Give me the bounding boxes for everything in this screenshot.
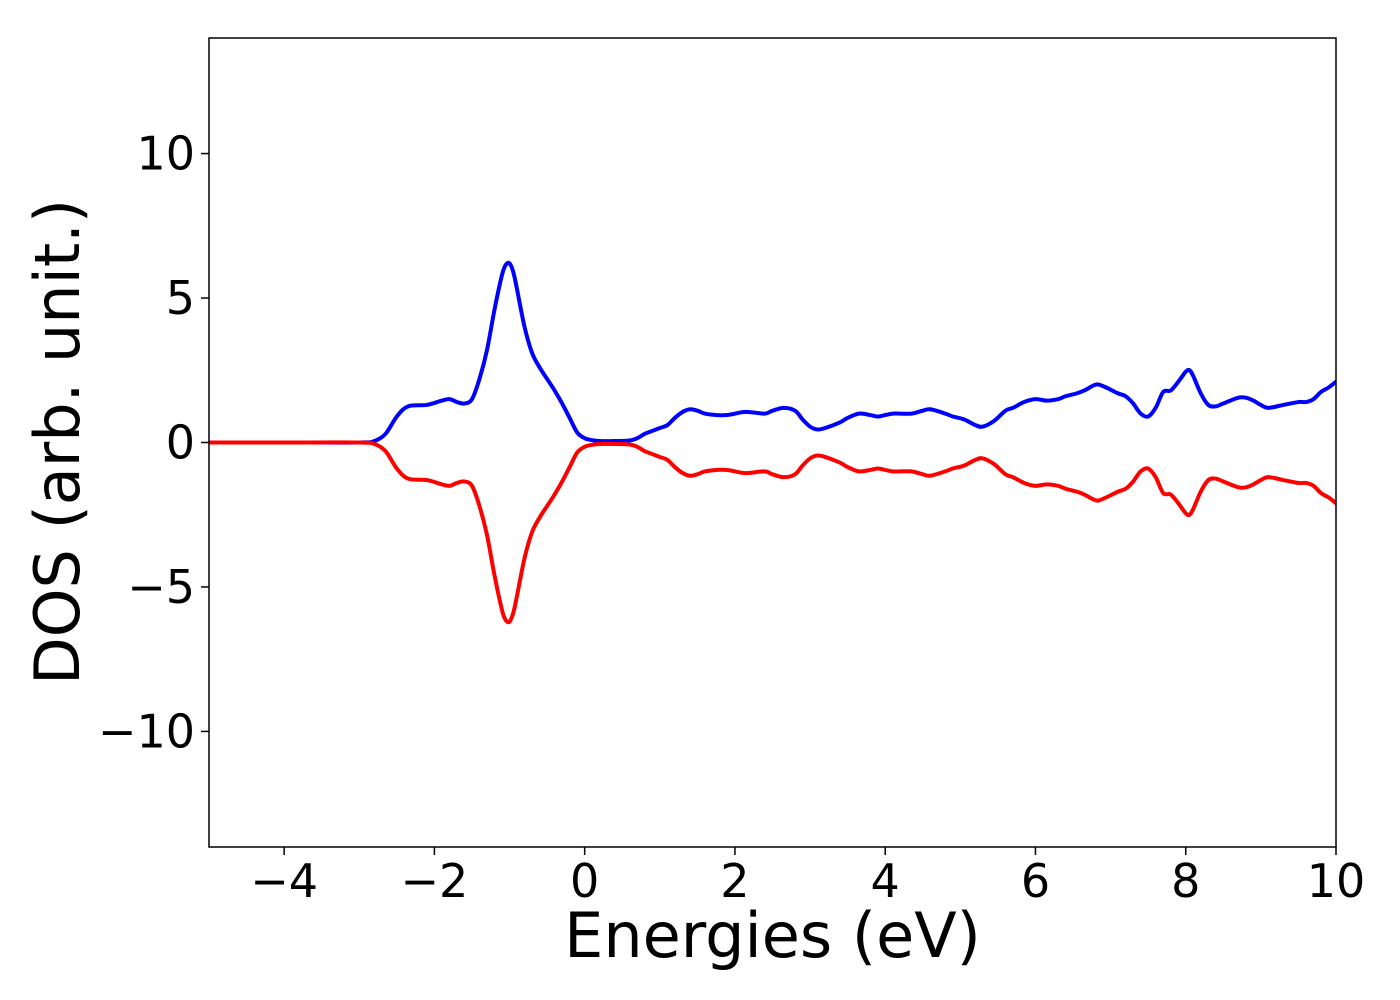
y-tick-label: 0 <box>166 416 195 470</box>
series-line-2 <box>209 440 1336 625</box>
x-tick-label: −4 <box>250 854 318 908</box>
x-tick-label: 4 <box>871 854 900 908</box>
x-tick-label: 6 <box>1021 854 1050 908</box>
y-axis-title: DOS (arb. unit.) <box>21 199 94 685</box>
x-tick-label: 8 <box>1171 854 1200 908</box>
ticks-layer: −4 −2 0 2 4 6 8 10 −10 −5 0 5 10 <box>98 127 1365 908</box>
y-tick-label: −5 <box>127 560 195 614</box>
x-tick-label: −2 <box>400 854 468 908</box>
x-tick-label: 10 <box>1307 854 1366 908</box>
y-tick-label: −10 <box>98 704 195 758</box>
series-layer <box>209 260 1336 625</box>
x-tick-label: 2 <box>720 854 749 908</box>
y-tick-label: 5 <box>166 271 195 325</box>
x-tick-label: 0 <box>570 854 599 908</box>
series-line-1 <box>209 260 1336 445</box>
x-axis-title: Energies (eV) <box>564 899 981 972</box>
y-tick-label: 10 <box>136 127 195 181</box>
